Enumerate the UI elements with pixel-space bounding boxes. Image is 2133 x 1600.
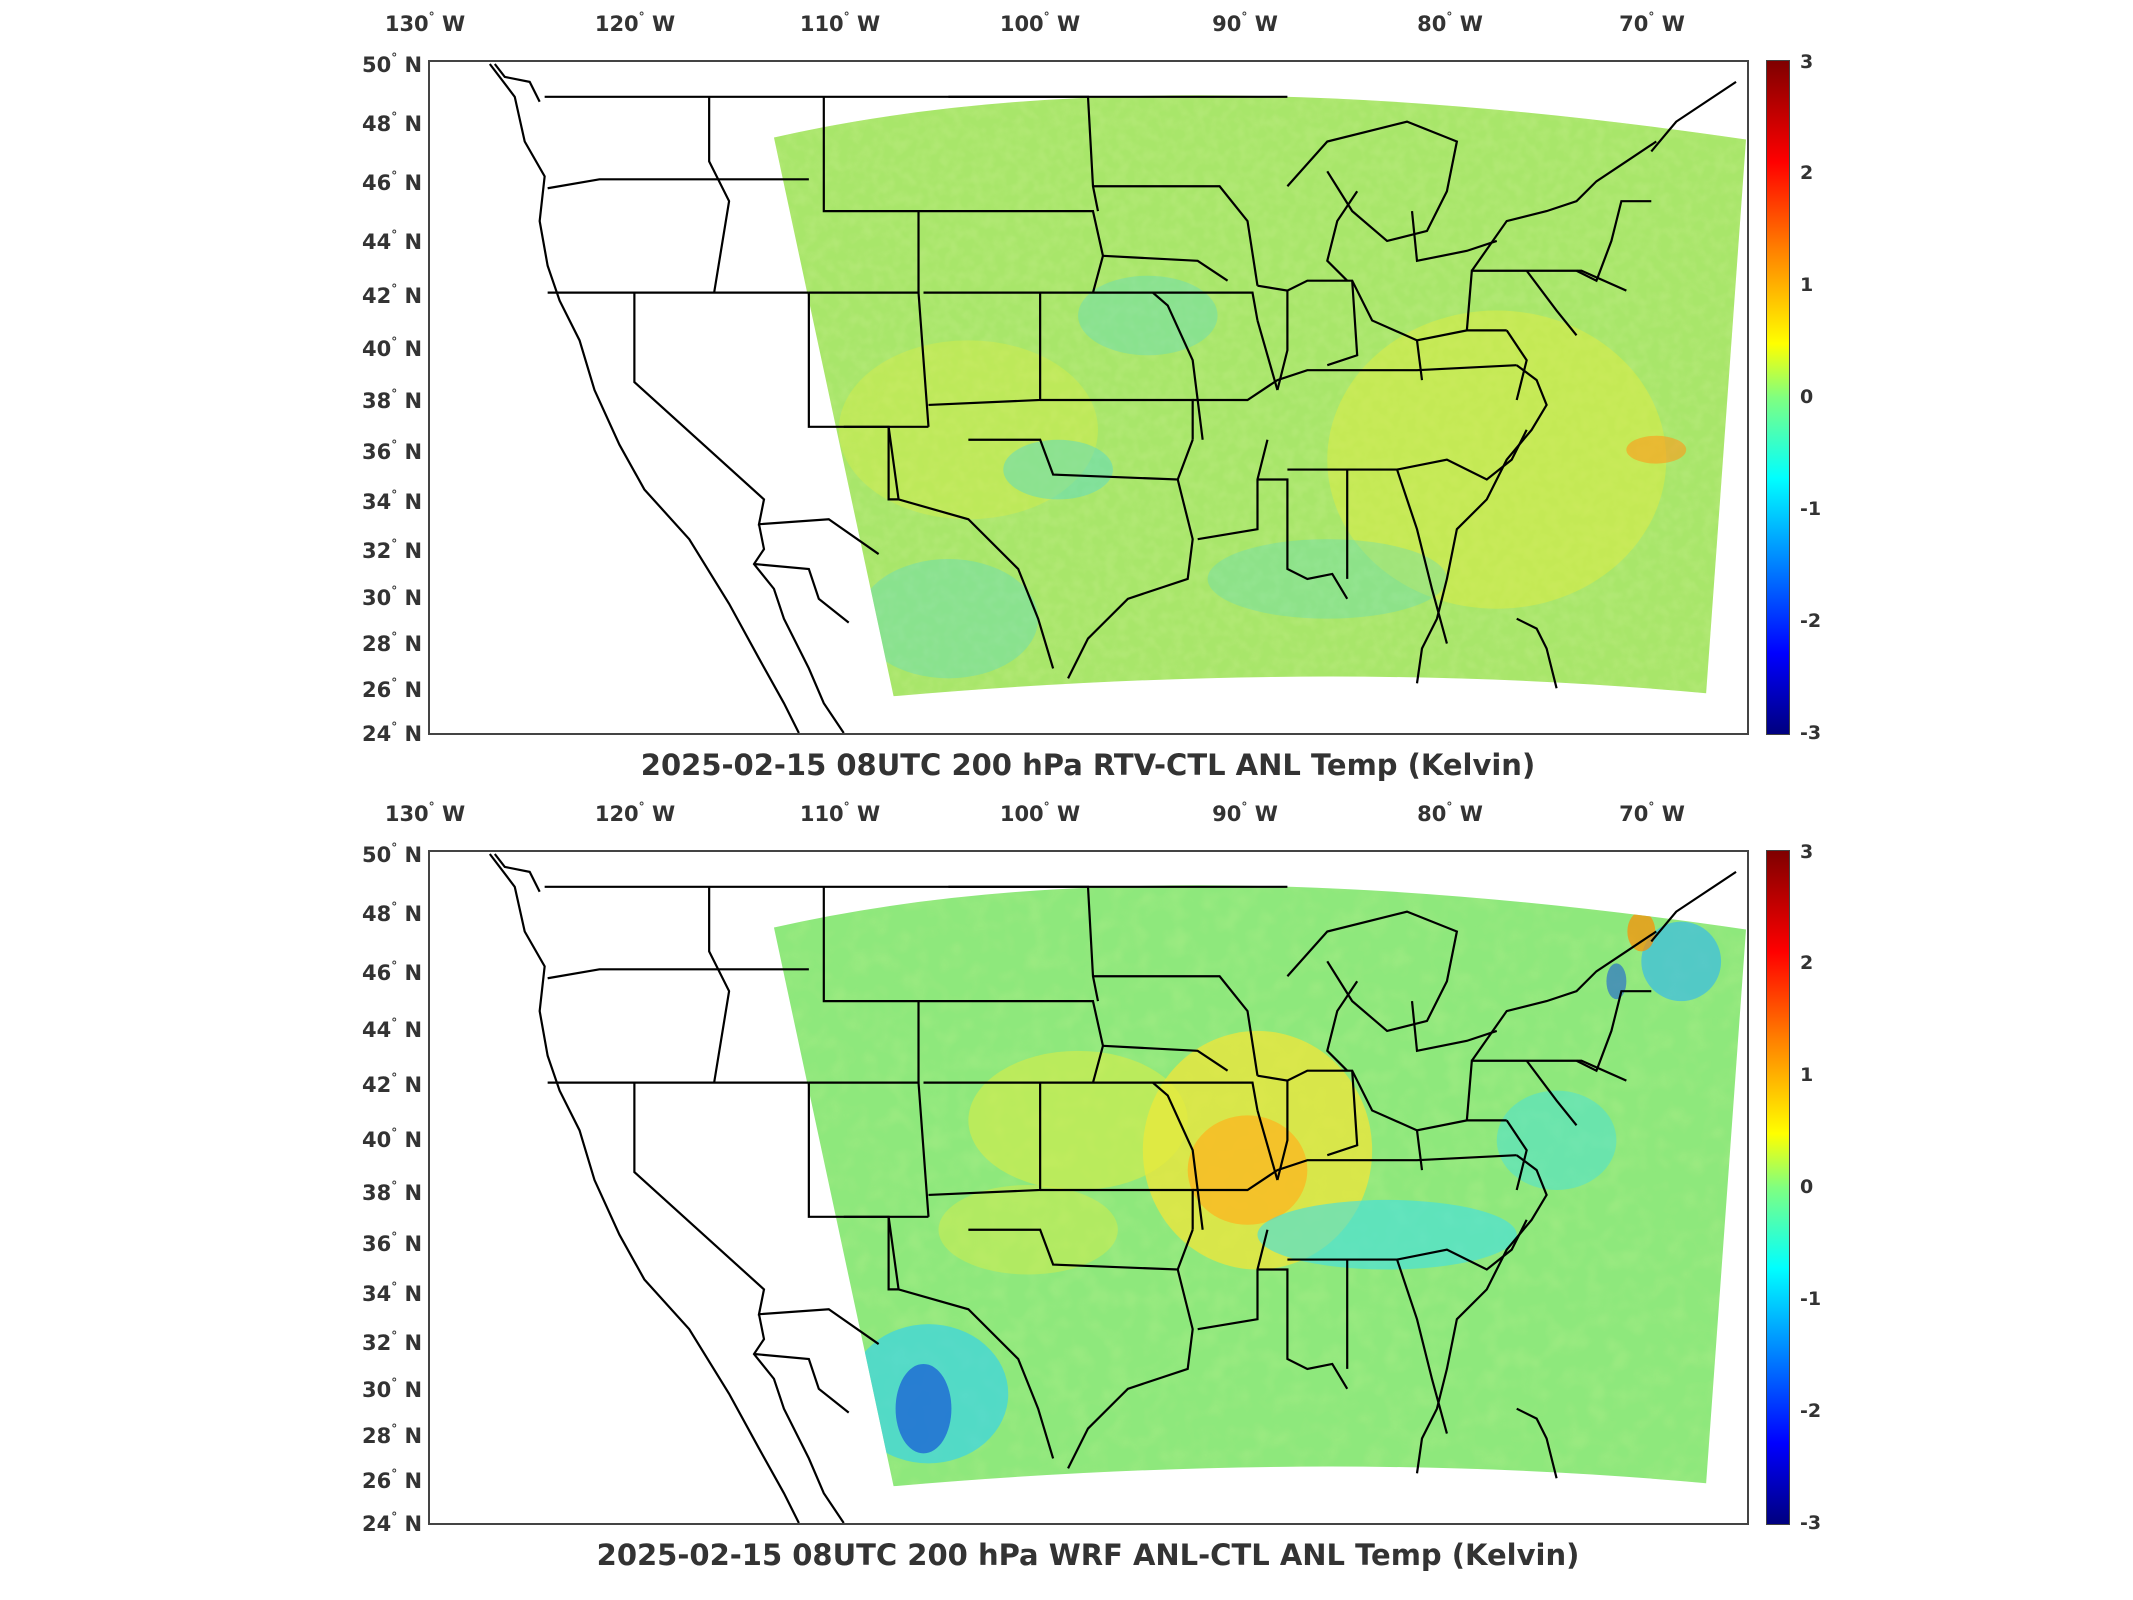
lon-tick: 80° W [1417, 10, 1483, 36]
lat-tick: 24° N [362, 720, 423, 746]
map-plot-area[interactable] [428, 60, 1749, 735]
data-domain [773, 95, 1747, 697]
lon-tick: 120° W [594, 800, 676, 826]
lon-tick: 130° W [384, 10, 466, 36]
boundaries [488, 63, 1737, 733]
lat-tick: 38° N [362, 387, 423, 413]
lat-tick: 28° N [362, 1422, 423, 1448]
lat-tick: 46° N [362, 959, 423, 985]
colorbar-tick: -3 [1800, 1512, 1822, 1534]
map-title: 2025-02-15 08UTC 200 hPa WRF ANL-CTL ANL… [596, 1538, 1580, 1572]
colorbar-tick: -2 [1800, 1400, 1822, 1422]
lat-tick: 24° N [362, 1510, 423, 1536]
lat-tick: 44° N [362, 228, 423, 254]
colorbar-tick: 0 [1800, 1176, 1814, 1198]
lat-tick: 44° N [362, 1016, 423, 1042]
lon-tick: 110° W [799, 10, 881, 36]
map-panel-bottom: 130° W 120° W 110° W 100° W 90° W 80° W … [0, 790, 2133, 1600]
colorbar-tick: 0 [1800, 386, 1814, 408]
lat-tick: 32° N [362, 537, 423, 563]
lat-tick: 42° N [362, 1071, 423, 1097]
colorbar-tick: 3 [1800, 841, 1814, 863]
colorbar-tick: -3 [1800, 722, 1822, 744]
lat-tick: 36° N [362, 1230, 423, 1256]
colorbar-tick: -1 [1800, 498, 1822, 520]
lat-tick: 34° N [362, 488, 423, 514]
lat-tick: 46° N [362, 169, 423, 195]
colorbar-tick: 2 [1800, 162, 1814, 184]
map-svg [488, 63, 1747, 733]
lat-tick: 42° N [362, 282, 423, 308]
lon-tick: 100° W [999, 800, 1081, 826]
map-panel-top: 130° W 120° W 110° W 100° W 90° W 80° W … [0, 0, 2133, 790]
lon-tick: 130° W [384, 800, 466, 826]
lon-tick: 110° W [799, 800, 881, 826]
colorbar-tick: 3 [1800, 51, 1814, 73]
boundaries [488, 853, 1737, 1523]
lat-tick: 36° N [362, 438, 423, 464]
lat-tick: 48° N [362, 110, 423, 136]
lat-tick: 38° N [362, 1179, 423, 1205]
data-domain [773, 885, 1747, 1487]
lat-tick: 32° N [362, 1329, 423, 1355]
lat-tick: 26° N [362, 1467, 423, 1493]
lat-tick: 50° N [362, 51, 423, 77]
map-plot-area[interactable] [428, 850, 1749, 1525]
lon-tick: 100° W [999, 10, 1081, 36]
lon-tick: 90° W [1212, 800, 1278, 826]
colorbar-tick: -2 [1800, 610, 1822, 632]
colorbar-tick: 1 [1800, 274, 1814, 296]
lat-tick: 40° N [362, 1126, 423, 1152]
lon-tick: 70° W [1619, 10, 1685, 36]
lat-tick: 34° N [362, 1280, 423, 1306]
map-title: 2025-02-15 08UTC 200 hPa RTV-CTL ANL Tem… [640, 748, 1536, 782]
lon-tick: 70° W [1619, 800, 1685, 826]
colorbar-tick: -1 [1800, 1288, 1822, 1310]
lat-tick: 50° N [362, 841, 423, 867]
lat-tick: 40° N [362, 335, 423, 361]
lat-tick: 48° N [362, 900, 423, 926]
lon-tick: 90° W [1212, 10, 1278, 36]
colorbar [1766, 850, 1790, 1525]
lat-tick: 28° N [362, 630, 423, 656]
map-svg [488, 853, 1747, 1523]
lat-tick: 30° N [362, 1376, 423, 1402]
colorbar [1766, 60, 1790, 735]
lat-tick: 30° N [362, 584, 423, 610]
lat-tick: 26° N [362, 676, 423, 702]
lon-tick: 120° W [594, 10, 676, 36]
lon-tick: 80° W [1417, 800, 1483, 826]
colorbar-tick: 2 [1800, 952, 1814, 974]
colorbar-tick: 1 [1800, 1064, 1814, 1086]
